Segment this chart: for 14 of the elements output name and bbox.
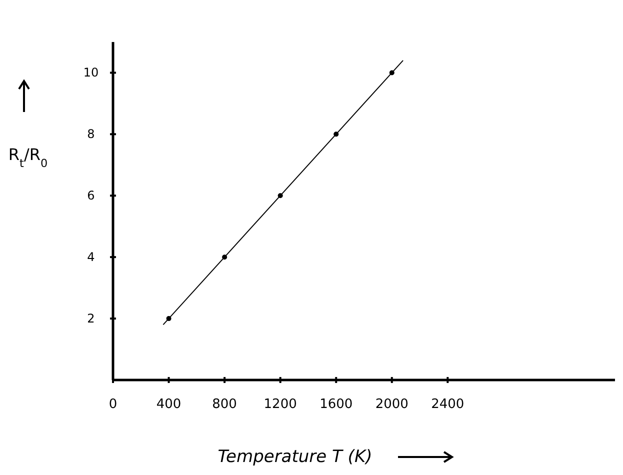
y-tick-label: 8: [87, 127, 95, 142]
x-tick-label: 400: [156, 397, 182, 412]
x-tick-label: 1600: [320, 397, 353, 412]
x-tick-label: 800: [212, 397, 237, 412]
x-axis-title: Temperature T (K): [218, 447, 372, 467]
x-tick-label: 1200: [264, 397, 297, 412]
y-tick-label: 10: [83, 66, 99, 80]
y-tick-label: 2: [87, 312, 95, 326]
x-tick-label: 2400: [431, 397, 464, 412]
y-axis-title: R$_{t}$/R$_{0}$: [8, 145, 48, 170]
y-tick-label: 6: [87, 188, 95, 203]
y-tick-label: 4: [87, 250, 95, 264]
x-tick-label: 2000: [375, 397, 408, 412]
x-tick-label: 0: [108, 397, 118, 412]
